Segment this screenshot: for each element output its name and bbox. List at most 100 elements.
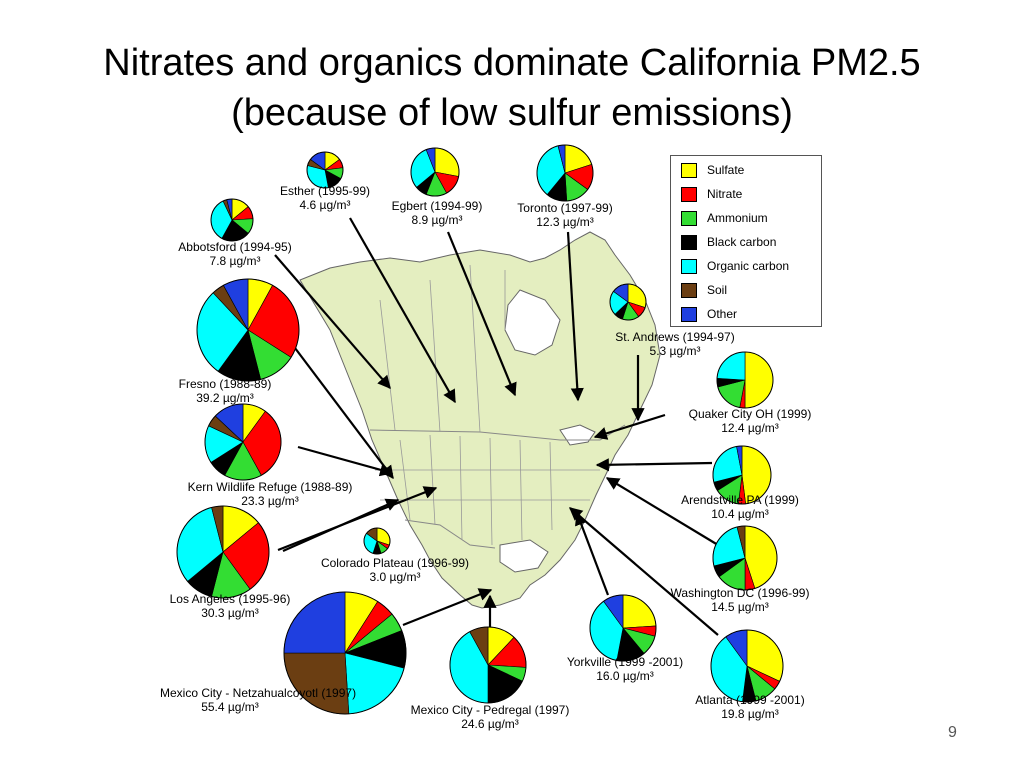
pie-slice [434, 147, 460, 177]
site-name: Yorkville (1999 -2001) [566, 655, 684, 669]
concentration-unit: µg/m³ [666, 344, 701, 358]
map-gulf [499, 539, 549, 573]
site-label: Mexico City - Netzahualcoyotl (1997) 55.4… [160, 686, 356, 714]
arrow [402, 588, 493, 627]
arrow [605, 477, 719, 546]
pie-chart [609, 283, 647, 321]
site-label: Mexico City - Pedregal (1997) 24.6 µg/m³ [385, 703, 595, 731]
legend-label: Black carbon [707, 235, 777, 249]
concentration-value: 16.0 [596, 669, 620, 683]
map-state-lines [375, 434, 600, 546]
pie-outline [204, 403, 282, 481]
pie-chart [363, 527, 391, 555]
concentration-value: 14.5 [711, 600, 735, 614]
site-label: Fresno (1988-89) 39.2 µg/m³ [165, 377, 285, 405]
site-name: Fresno (1988-89) [178, 377, 272, 391]
site-label: Colorado Plateau (1996-99) 3.0 µg/m³ [305, 556, 485, 584]
legend-item: Organic carbon [681, 256, 789, 276]
concentration-unit: µg/m³ [744, 421, 779, 435]
arrows [274, 217, 719, 636]
site-label: Egbert (1994-99) 8.9 µg/m³ [372, 199, 502, 227]
concentration-unit: µg/m³ [224, 606, 259, 620]
arrow [593, 413, 666, 440]
site-name: Esther (1995-99) [279, 184, 371, 198]
legend-item: Sulfate [681, 160, 744, 180]
concentration-unit: µg/m³ [734, 507, 769, 521]
pie-outline [449, 626, 527, 704]
legend-swatch [681, 162, 697, 178]
pie-outline [536, 144, 594, 202]
pie-outline [306, 151, 344, 189]
site-name: Washington DC (1996-99) [670, 586, 810, 600]
site-label: Arendstville PA (1999) 10.4 µg/m³ [660, 493, 820, 521]
site-concentration: 14.5 µg/m³ [640, 600, 840, 614]
site-label: Atlanta (1999 -2001) 19.8 µg/m³ [670, 693, 830, 721]
legend-swatch [681, 186, 697, 202]
pie-chart [712, 525, 778, 591]
site-name: Abbotsford (1994-95) [178, 240, 292, 254]
site-name: Quaker City OH (1999) [688, 407, 812, 421]
legend-label: Soil [707, 283, 728, 297]
pie-outline [210, 198, 254, 242]
map-land [299, 231, 661, 609]
pie-outline [196, 278, 300, 382]
site-name: Mexico City - Pedregal (1997) [410, 703, 570, 717]
legend-item: Other [681, 304, 737, 324]
pie-chart [536, 144, 594, 202]
site-concentration: 55.4 µg/m³ [160, 700, 300, 714]
site-name: St. Andrews (1994-97) [615, 330, 735, 344]
pie-outline [710, 629, 784, 703]
site-concentration: 16.0 µg/m³ [545, 669, 705, 683]
concentration-value: 23.3 [241, 494, 265, 508]
pie-outline [176, 505, 270, 599]
pie-chart [210, 198, 254, 242]
arrow [446, 231, 517, 397]
arrow [575, 511, 610, 596]
arrow [566, 231, 584, 402]
legend-swatch [681, 258, 697, 274]
concentration-unit: µg/m³ [226, 254, 261, 268]
arrow [297, 445, 394, 477]
map-mexico-border [404, 519, 496, 549]
legend-swatch [681, 234, 697, 250]
concentration-value: 39.2 [196, 391, 220, 405]
pie-outline [716, 351, 774, 409]
site-name: Atlanta (1999 -2001) [695, 693, 805, 707]
concentration-unit: µg/m³ [316, 198, 351, 212]
concentration-value: 4.6 [299, 198, 317, 212]
arrow [568, 507, 719, 636]
concentration-value: 10.4 [711, 507, 735, 521]
concentration-value: 30.3 [201, 606, 225, 620]
site-concentration: 19.8 µg/m³ [670, 707, 830, 721]
slide-title: Nitrates and organics dominate Californi… [0, 38, 1024, 138]
map-canada-border [369, 424, 626, 441]
site-label: Esther (1995-99) 4.6 µg/m³ [255, 184, 395, 212]
concentration-value: 7.8 [209, 254, 227, 268]
arrow [294, 347, 394, 480]
legend-label: Organic carbon [707, 259, 790, 273]
legend-label: Sulfate [707, 163, 745, 177]
concentration-value: 55.4 [201, 700, 225, 714]
site-label: Yorkville (1999 -2001) 16.0 µg/m³ [545, 655, 705, 683]
site-concentration: 23.3 µg/m³ [160, 494, 380, 508]
legend: Sulfate Nitrate Ammonium Black carbon Or… [670, 155, 822, 327]
site-name: Arendstville PA (1999) [681, 493, 799, 507]
map-hudson-bay [504, 289, 561, 356]
arrow [274, 254, 391, 389]
pie-charts [176, 144, 784, 715]
concentration-value: 3.0 [369, 570, 387, 584]
map-province-lines [379, 264, 506, 433]
pie-outline [712, 525, 778, 591]
pie-chart [589, 594, 657, 662]
site-concentration: 10.4 µg/m³ [660, 507, 820, 521]
site-name: Colorado Plateau (1996-99) [320, 556, 470, 570]
legend-label: Nitrate [707, 187, 743, 201]
legend-swatch [681, 282, 697, 298]
site-concentration: 7.8 µg/m³ [150, 254, 320, 268]
site-concentration: 8.9 µg/m³ [372, 213, 502, 227]
site-label: St. Andrews (1994-97) 5.3 µg/m³ [590, 330, 760, 358]
page-number: 9 [948, 724, 957, 741]
concentration-unit: µg/m³ [428, 213, 463, 227]
arrow [349, 217, 456, 404]
